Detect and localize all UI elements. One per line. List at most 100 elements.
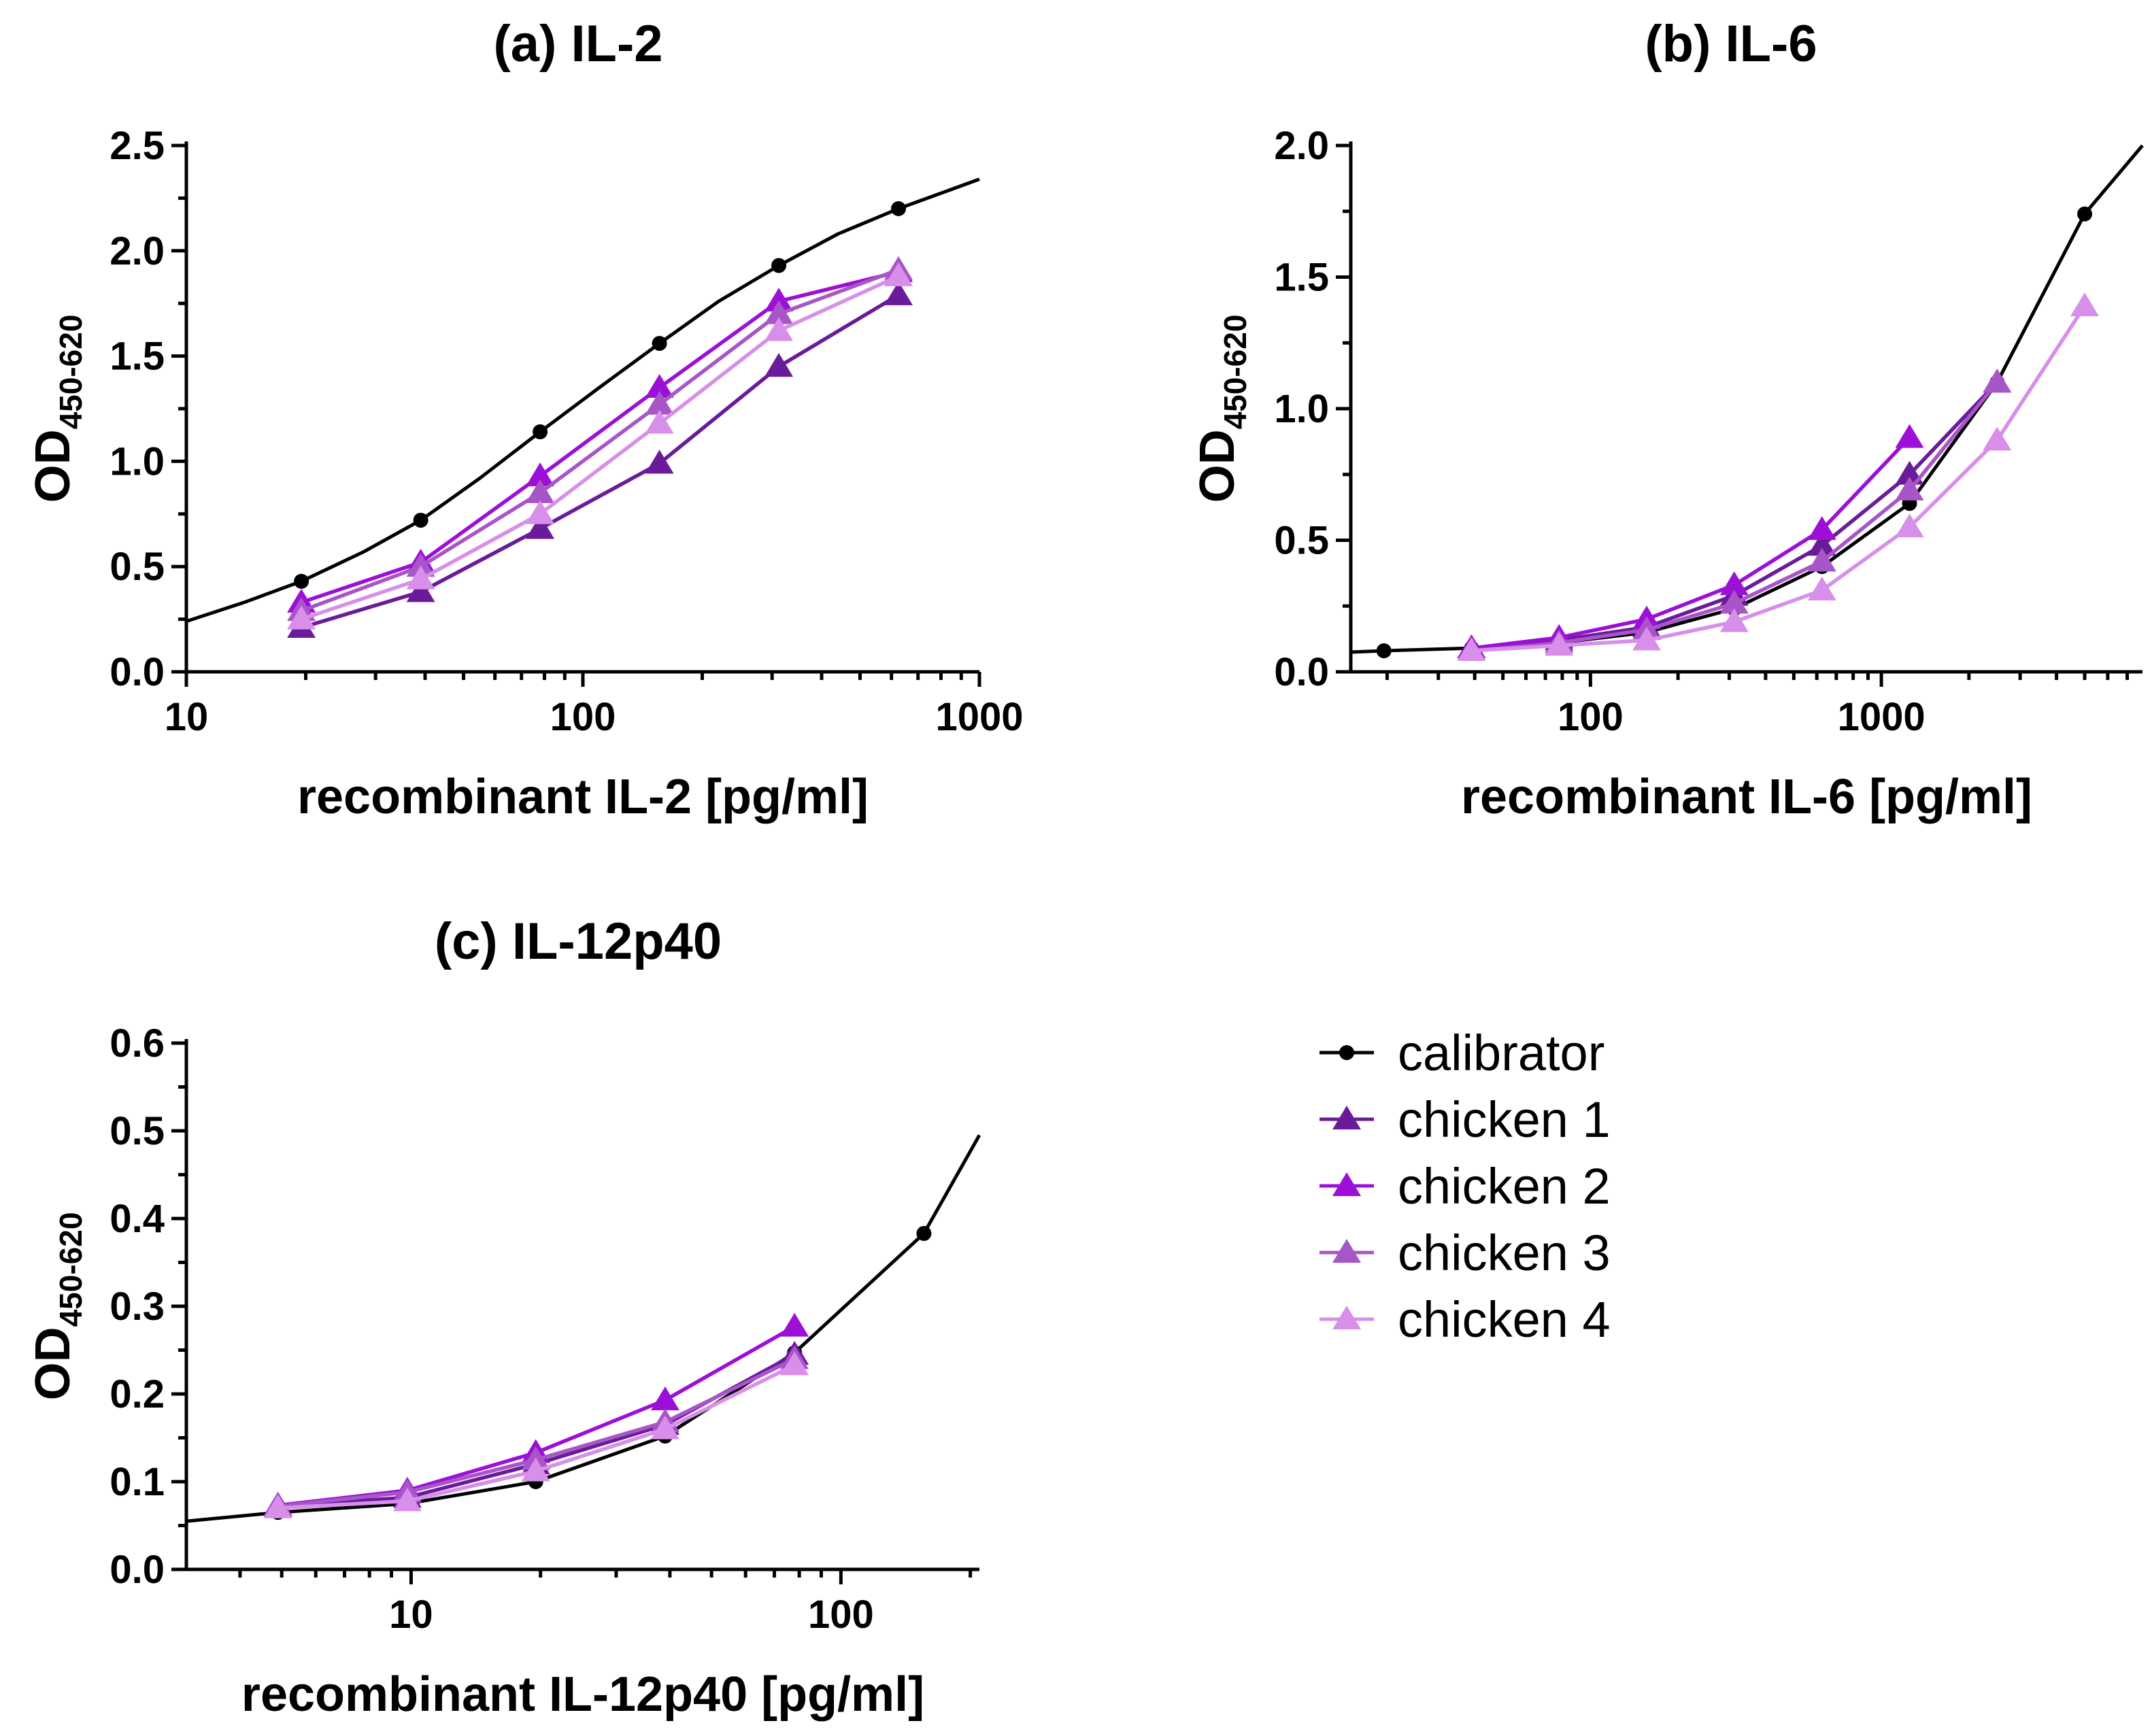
series-chicken-4 [287,262,913,630]
chicken-4-line [301,274,900,622]
chicken-4-line [1471,305,2087,653]
series-chicken-1 [263,1340,809,1517]
x-tick-label: 100 [550,695,616,739]
chicken-3-point [1895,476,1924,500]
y-tick-label: 0.1 [110,1460,165,1504]
legend: calibrator chicken 1 chicken 2 chicken 3 chi… [1319,1025,1611,1348]
chicken-3-point [1983,369,2012,393]
y-tick-label: 1.5 [110,335,165,379]
y-tick-label: 0.2 [110,1372,165,1416]
chicken-2-line [301,270,899,605]
chicken-4-point [645,409,674,434]
series-chicken-4 [263,1351,809,1518]
legend-triangle-marker [1332,1172,1361,1196]
chicken-3-point [764,300,794,324]
x-tick-label: 1000 [935,695,1023,739]
y-tick-label: 0.6 [110,1021,165,1066]
panel-c: (c) IL-12p40 0.0 0.1 0.2 0.3 0.4 0.5 0.6 10 100 re… [26,913,981,1722]
legend-label: calibrator [1398,1025,1604,1081]
legend-triangle-marker [1332,1239,1361,1263]
calibrator-point [890,201,906,216]
x-tick-label: 10 [389,1593,433,1637]
chicken-3-point [1719,590,1749,614]
panel-a: (a) IL-2 0.0 0.5 1.0 1.5 2.0 2.5 10 100 1000 recom… [26,15,1024,824]
x-tick-label: 1000 [1838,695,1926,739]
legend-label: chicken 2 [1398,1158,1611,1214]
chicken-1-point [764,353,794,377]
chicken-4-point [521,1457,550,1482]
chicken-4-point [650,1415,679,1440]
y-axis-label: OD450-620 [26,315,88,503]
series-chicken-1 [287,281,913,638]
chicken-4-point [2070,292,2100,317]
y-tick-label: 0.5 [110,545,165,589]
series-chicken-2 [1457,424,1924,659]
chicken-4-point [1983,426,2012,451]
x-axis-label: recombinant IL-6 [pg/ml] [1461,770,2032,824]
y-tick-label: 0.5 [110,1109,165,1153]
chicken-2-point [1807,516,1836,541]
panel-b: (b) IL-6 0.0 0.5 1.0 1.5 2.0 100 1000 recombinan… [1190,15,2144,824]
chicken-4-point [1895,513,1924,538]
chicken-3-line [301,268,899,613]
legend-triangle-marker [1332,1106,1361,1129]
y-tick-label: 0.4 [110,1197,165,1241]
chicken-4-point [392,1487,422,1512]
legend-item-chicken-3: chicken 3 [1319,1225,1611,1281]
x-tick-label: 10 [165,695,209,739]
series-calibrator [186,1134,981,1523]
chicken-3-point [526,479,555,503]
x-axis-label: recombinant IL-2 [pg/ml] [297,770,869,824]
chicken-2-point [645,374,674,398]
chicken-4-point [764,317,794,341]
legend-item-chicken-4: chicken 4 [1319,1291,1611,1348]
y-tick-label: 1.5 [1274,256,1329,300]
chicken-2-point [650,1386,679,1411]
legend-item-calibrator: calibrator [1319,1025,1604,1081]
y-tick-label: 0.3 [110,1284,165,1329]
calibrator-point [533,424,548,440]
chicken-1-point [526,515,555,539]
y-axis-label: OD450-620 [26,1212,88,1401]
y-tick-label: 1.0 [110,439,165,483]
chicken-2-line [1471,436,1911,650]
chicken-2-point [1895,424,1924,448]
chicken-3-point [645,390,674,415]
x-axis-label: recombinant IL-12p40 [pg/ml] [241,1667,924,1722]
y-tick-label: 1.0 [1274,387,1329,431]
y-tick-label: 2.5 [110,124,165,168]
legend-triangle-marker [1332,1306,1361,1329]
chicken-1-point [1807,532,1836,556]
chicken-4-point [406,565,435,590]
chicken-3-point [1807,547,1836,572]
chicken-4-point [780,1351,809,1376]
series-chicken-4 [1457,292,2100,662]
legend-label: chicken 1 [1398,1091,1611,1148]
chart-title: (b) IL-6 [1645,15,1817,73]
y-tick-label: 2.0 [1274,124,1329,168]
x-tick-label: 100 [808,1593,874,1637]
legend-label: chicken 4 [1398,1291,1611,1348]
legend-label: chicken 3 [1398,1225,1611,1281]
calibrator-point [916,1225,932,1241]
legend-item-chicken-1: chicken 1 [1319,1091,1611,1148]
calibrator-point [652,336,667,352]
chart-title: (a) IL-2 [493,15,662,73]
chicken-4-point [1457,637,1486,662]
chicken-1-point [406,578,435,602]
y-tick-label: 0.0 [110,650,165,694]
chicken-2-point [526,462,555,487]
calibrator-point [1376,643,1392,659]
chicken-2-point [780,1312,809,1337]
series-chicken-3 [263,1345,809,1517]
chicken-4-point [1545,632,1574,656]
x-tick-label: 100 [1558,695,1624,739]
chicken-4-point [1719,608,1749,632]
chart-title: (c) IL-12p40 [435,913,722,970]
chicken-1-point [645,449,674,474]
calibrator-point [413,513,428,528]
y-tick-label: 0.0 [110,1548,165,1592]
y-tick-label: 2.0 [110,229,165,273]
chicken-4-point [526,500,555,524]
